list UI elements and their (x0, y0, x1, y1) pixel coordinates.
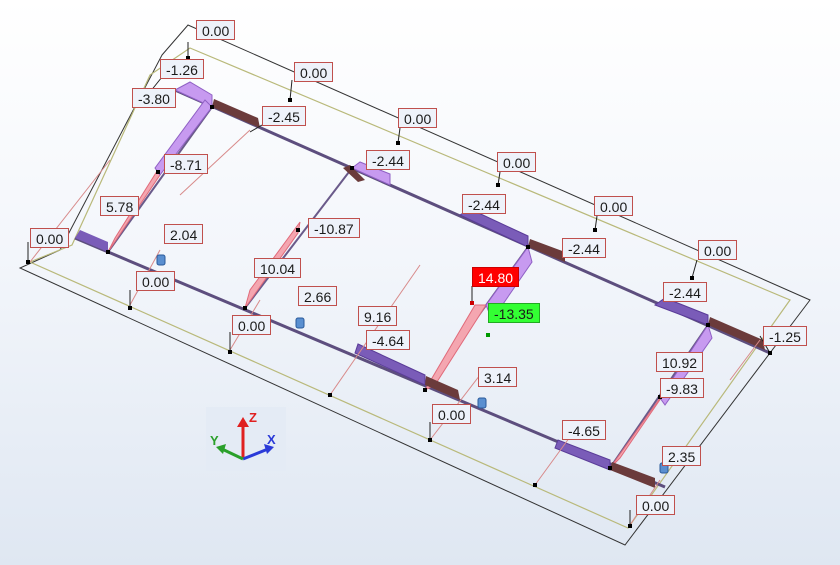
value-label: -1.26 (160, 59, 204, 79)
value-label: -1.25 (763, 326, 807, 346)
moment-diagram-dark (528, 239, 565, 262)
value-label: 0.00 (196, 20, 236, 40)
value-label: 5.78 (100, 196, 140, 216)
value-label: 0.00 (698, 240, 738, 260)
value-label: 0.00 (398, 108, 438, 128)
value-label: 0.00 (294, 62, 334, 82)
y-axis-label: Y (210, 433, 219, 448)
value-label: 10.92 (656, 352, 704, 372)
x-axis-label: X (267, 432, 276, 447)
moment-diagram-positive (609, 387, 669, 469)
value-label: 0.00 (30, 228, 70, 248)
value-label: -2.45 (262, 106, 306, 126)
cross-beam (107, 106, 213, 253)
value-label: 0.00 (432, 404, 472, 424)
value-label: -2.44 (663, 282, 707, 302)
value-label: -2.44 (462, 194, 506, 214)
value-label: 0.00 (136, 271, 176, 291)
min-value-label: -13.35 (488, 303, 540, 323)
moment-diagram-positive (423, 304, 487, 392)
x-axis-arrow (242, 447, 269, 461)
value-label: 0.00 (594, 196, 634, 216)
moment-diagram-dark (425, 376, 460, 400)
value-label: 0.00 (636, 495, 676, 515)
z-axis-label: Z (249, 410, 257, 425)
cross-beam (244, 167, 353, 309)
value-label: 9.16 (358, 306, 398, 326)
value-label: -2.44 (562, 238, 606, 258)
moment-diagram-negative (75, 230, 108, 252)
max-value-label: 14.80 (472, 267, 520, 287)
moment-diagram-negative (173, 81, 213, 108)
moment-diagram-dark (343, 165, 365, 182)
value-label: -4.64 (366, 330, 410, 350)
value-label: 2.35 (662, 446, 702, 466)
value-label: 2.66 (298, 286, 338, 306)
moment-diagram-dark (708, 317, 765, 350)
value-label: 10.04 (254, 258, 302, 278)
moment-diagram-negative (354, 343, 426, 386)
value-label: -8.71 (164, 154, 208, 174)
moment-diagram-dark (212, 99, 260, 128)
moment-diagram-negative (653, 297, 709, 326)
value-label: -4.65 (562, 420, 606, 440)
value-label: 0.00 (232, 315, 272, 335)
moment-diagram-negative (554, 439, 611, 471)
x-axis-head (264, 444, 274, 454)
y-axis-head (216, 444, 226, 454)
value-label: -10.87 (308, 218, 360, 238)
value-label: -2.44 (366, 150, 410, 170)
y-axis-arrow (221, 447, 244, 461)
value-label: -3.80 (132, 88, 176, 108)
moment-diagram-dark (610, 462, 655, 488)
leader-lines (29, 129, 761, 526)
label-leaders (27, 42, 771, 526)
value-label: 2.04 (164, 224, 204, 244)
z-axis-head (237, 417, 249, 427)
axis-orientation-gizmo: Z Y X (206, 407, 286, 471)
value-label: 3.14 (478, 367, 518, 387)
value-label: -9.83 (660, 378, 704, 398)
moment-diagram-negative (351, 161, 391, 186)
value-label: 0.00 (497, 152, 537, 172)
